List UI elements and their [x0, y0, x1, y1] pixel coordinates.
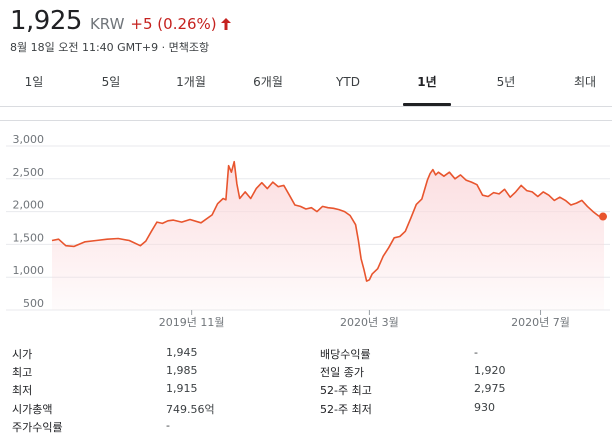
stat-value: 1,920: [474, 364, 506, 378]
tab-5[interactable]: YTD: [336, 75, 360, 89]
x-tick-label: 2020년 3월: [340, 316, 399, 329]
tab-6[interactable]: 1년: [403, 68, 451, 106]
stat-row: 최고 1,985: [0, 364, 612, 382]
stat-row: 최저 1,915: [0, 382, 612, 400]
y-tick-label: 1,500: [13, 231, 45, 244]
tab-3[interactable]: 1개월: [176, 75, 206, 89]
price-series-line: [51, 160, 605, 282]
stat-value: -: [166, 418, 170, 432]
stat-row: 주가수익률 -: [0, 419, 612, 437]
x-tick-label: 2020년 7월: [511, 316, 570, 329]
stat-row: 52-주 최고 2,975: [0, 382, 612, 400]
y-tick-label: 2,500: [13, 166, 45, 179]
quote-timestamp: 8월 18일 오전 11:40 GMT+9 · 면책조항: [10, 41, 210, 54]
stat-value: 1,915: [166, 382, 198, 396]
stat-label: 시가: [12, 348, 33, 361]
y-tick-label: 3,000: [13, 133, 45, 146]
stat-row: 시가 1,945: [0, 346, 612, 364]
tabs-divider: [0, 106, 612, 107]
quote-header: 1,925 KRW +5 (0.26%): [10, 6, 231, 36]
stat-value: 1,985: [166, 364, 198, 378]
range-tabs: 1일 5일 1개월 6개월 YTD 1년 5년 최대: [0, 68, 612, 106]
stat-value: 930: [474, 400, 495, 414]
stat-label: 전일 종가: [320, 366, 364, 380]
stat-label: 주가수익률: [12, 420, 63, 434]
x-tick-label: 2019년 11월: [159, 316, 225, 329]
stat-label: 시가총액: [12, 402, 53, 416]
current-price-dot: [599, 212, 607, 221]
stat-label: 52-주 최고: [320, 384, 372, 398]
stat-row: 52-주 최저 930: [0, 401, 612, 419]
stat-value: 1,945: [166, 346, 198, 359]
currency-code: KRW: [89, 15, 125, 33]
tab-8[interactable]: 최대: [573, 75, 597, 89]
stat-label: 52-주 최저: [320, 402, 372, 416]
stat-row: 배당수익률 -: [0, 346, 612, 364]
stat-value: -: [474, 346, 478, 359]
price-area-fill: [52, 161, 604, 310]
current-price: 1,925: [10, 6, 82, 36]
tab-7[interactable]: 5년: [496, 75, 516, 89]
price-change: +5 (0.26%): [130, 15, 217, 33]
tab-1[interactable]: 1일: [24, 75, 44, 89]
y-tick-label: 1,000: [13, 264, 45, 277]
stat-label: 최고: [12, 366, 33, 380]
stat-row: 시가총액 749.56억: [0, 401, 612, 419]
stat-value: 749.56억: [166, 402, 215, 416]
tab-4[interactable]: 6개월: [253, 75, 283, 89]
stat-value: 2,975: [474, 382, 506, 396]
y-tick-label: 2,000: [13, 199, 45, 212]
stat-label: 배당수익률: [320, 348, 371, 361]
y-tick-label: 500: [23, 297, 44, 310]
tab-2[interactable]: 5일: [101, 75, 121, 89]
price-chart[interactable]: 3,000 2,500 2,000 1,500 1,000 500 2019년 11월 202…: [0, 120, 612, 340]
arrow-up-icon: [220, 15, 231, 30]
stat-label: 최저: [12, 384, 33, 398]
stat-row: 전일 종가 1,920: [0, 364, 612, 382]
